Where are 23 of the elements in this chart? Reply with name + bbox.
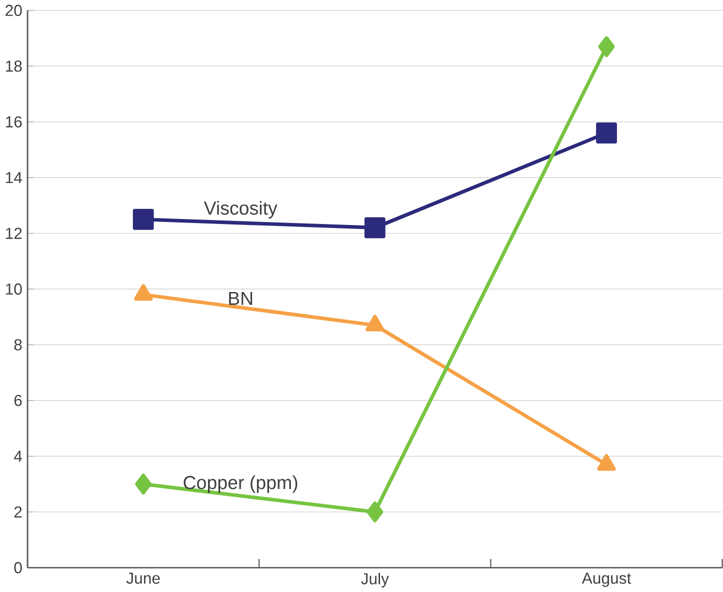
- series-label: BN: [229, 292, 252, 305]
- point: [135, 473, 152, 494]
- y-tick-label: 20: [6, 4, 22, 16]
- y-tick-label: 4: [14, 450, 22, 462]
- point: [132, 208, 154, 230]
- point: [598, 36, 615, 57]
- point: [596, 122, 617, 144]
- y-tick-label: 16: [6, 116, 22, 128]
- y-tick-label: 0: [14, 562, 22, 574]
- x-tick-label: August: [582, 572, 632, 587]
- y-tick-label: 10: [6, 283, 22, 294]
- y-tick-label: 2: [14, 506, 22, 518]
- y-tick-label: 12: [6, 228, 22, 239]
- series-label: Copper (ppm): [184, 475, 298, 493]
- x-tick-label: June: [126, 572, 160, 584]
- y-tick-label: 18: [6, 60, 22, 72]
- y-tick-label: 14: [6, 172, 22, 183]
- series-label: Viscosity: [204, 200, 278, 218]
- x-tick-label: July: [361, 572, 389, 588]
- y-tick-label: 6: [14, 394, 22, 406]
- point: [364, 217, 386, 238]
- y-tick-label: 8: [14, 338, 22, 350]
- point: [366, 501, 384, 522]
